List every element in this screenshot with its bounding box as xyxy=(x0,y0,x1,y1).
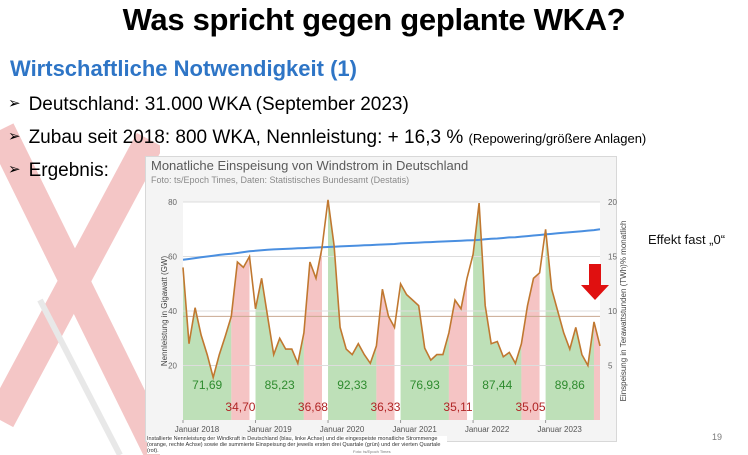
left-tick-label: 40 xyxy=(168,307,177,316)
down-arrow-icon xyxy=(581,264,609,300)
arrow-bullet-icon: ➢ xyxy=(8,95,21,112)
chart-source: Foto: ts/Epoch Times, Daten: Statistisch… xyxy=(151,175,410,185)
right-tick-label: 10 xyxy=(608,307,617,316)
quarter-sum-label: 87,44 xyxy=(482,378,512,392)
chart-title: Monatliche Einspeisung von Windstrom in … xyxy=(151,158,469,173)
bullet-3: ➢ Ergebnis: xyxy=(8,160,109,182)
x-tick-label: Januar 2020 xyxy=(320,425,365,434)
left-tick-label: 20 xyxy=(168,362,177,371)
quarter-band-5 xyxy=(328,199,377,420)
x-tick-label: Januar 2019 xyxy=(247,425,292,434)
bullet-2-text: Zubau seit 2018: 800 WKA, Nennleistung: … xyxy=(28,127,469,148)
quarter-band-11 xyxy=(545,229,594,420)
quarter-band-10 xyxy=(521,272,540,420)
quarter-sum-label: 34,70 xyxy=(225,400,255,414)
right-axis-title: Einspeisung in Terawattstunden (TWh)% mo… xyxy=(619,221,628,402)
right-tick-label: 20 xyxy=(608,198,617,207)
quarter-band-7 xyxy=(400,283,449,420)
slide-title: Was spricht gegen geplante WKA? xyxy=(122,2,626,37)
right-tick-label: 5 xyxy=(608,362,613,371)
bullet-3-text: Ergebnis: xyxy=(28,160,109,181)
bullet-1: ➢ Deutschland: 31.000 WKA (September 2023… xyxy=(8,94,409,116)
quarter-band-2 xyxy=(231,256,250,420)
quarter-band-3 xyxy=(255,278,304,420)
quarter-sum-label: 76,93 xyxy=(410,378,440,392)
quarter-band-1 xyxy=(183,267,232,420)
quarter-sum-label: 36,68 xyxy=(298,400,328,414)
background-cross-graphic xyxy=(0,123,160,455)
quarter-sum-label: 36,33 xyxy=(370,400,400,414)
quarter-band-4 xyxy=(303,247,322,420)
arrow-bullet-icon: ➢ xyxy=(8,161,21,178)
effect-note: Effekt fast „0“ xyxy=(648,232,726,247)
x-tick-label: Januar 2021 xyxy=(392,425,437,434)
x-tick-label: Januar 2022 xyxy=(465,425,510,434)
x-tick-label: Januar 2018 xyxy=(175,425,220,434)
chart-caption: Installierte Nennleistung der Windkraft … xyxy=(147,436,447,454)
quarter-band-12 xyxy=(593,321,600,420)
quarter-sum-label: 35,05 xyxy=(515,400,545,414)
quarter-sum-label: 35,11 xyxy=(443,400,472,414)
quarter-sum-label: 92,33 xyxy=(337,378,367,392)
right-tick-label: 15 xyxy=(608,253,617,262)
capacity-series-line xyxy=(182,228,601,261)
quarter-band-6 xyxy=(376,289,395,420)
arrow-bullet-icon: ➢ xyxy=(8,128,21,145)
left-axis-title: Nennleistung in Gigawatt (GW) xyxy=(160,256,169,367)
quarter-band-8 xyxy=(448,278,468,420)
quarter-sum-label: 85,23 xyxy=(265,378,295,392)
bullet-2: ➢ Zubau seit 2018: 800 WKA, Nennleistung:… xyxy=(8,127,646,149)
quarter-sum-label: 71,69 xyxy=(192,378,222,392)
bullet-2-note: (Repowering/größere Anlagen) xyxy=(468,131,647,146)
slide-subtitle: Wirtschaftliche Notwendigkeit (1) xyxy=(10,56,357,81)
chart-caption-credit: Foto: ts/Epoch Times xyxy=(353,449,391,454)
bullet-1-text: Deutschland: 31.000 WKA (September 2023) xyxy=(28,94,409,115)
page-number: 19 xyxy=(712,432,723,442)
left-tick-label: 80 xyxy=(168,198,177,207)
quarter-sum-label: 89,86 xyxy=(555,378,585,392)
feed-in-series-line xyxy=(182,199,601,381)
left-tick-label: 60 xyxy=(168,253,177,262)
x-tick-label: Januar 2023 xyxy=(537,425,582,434)
